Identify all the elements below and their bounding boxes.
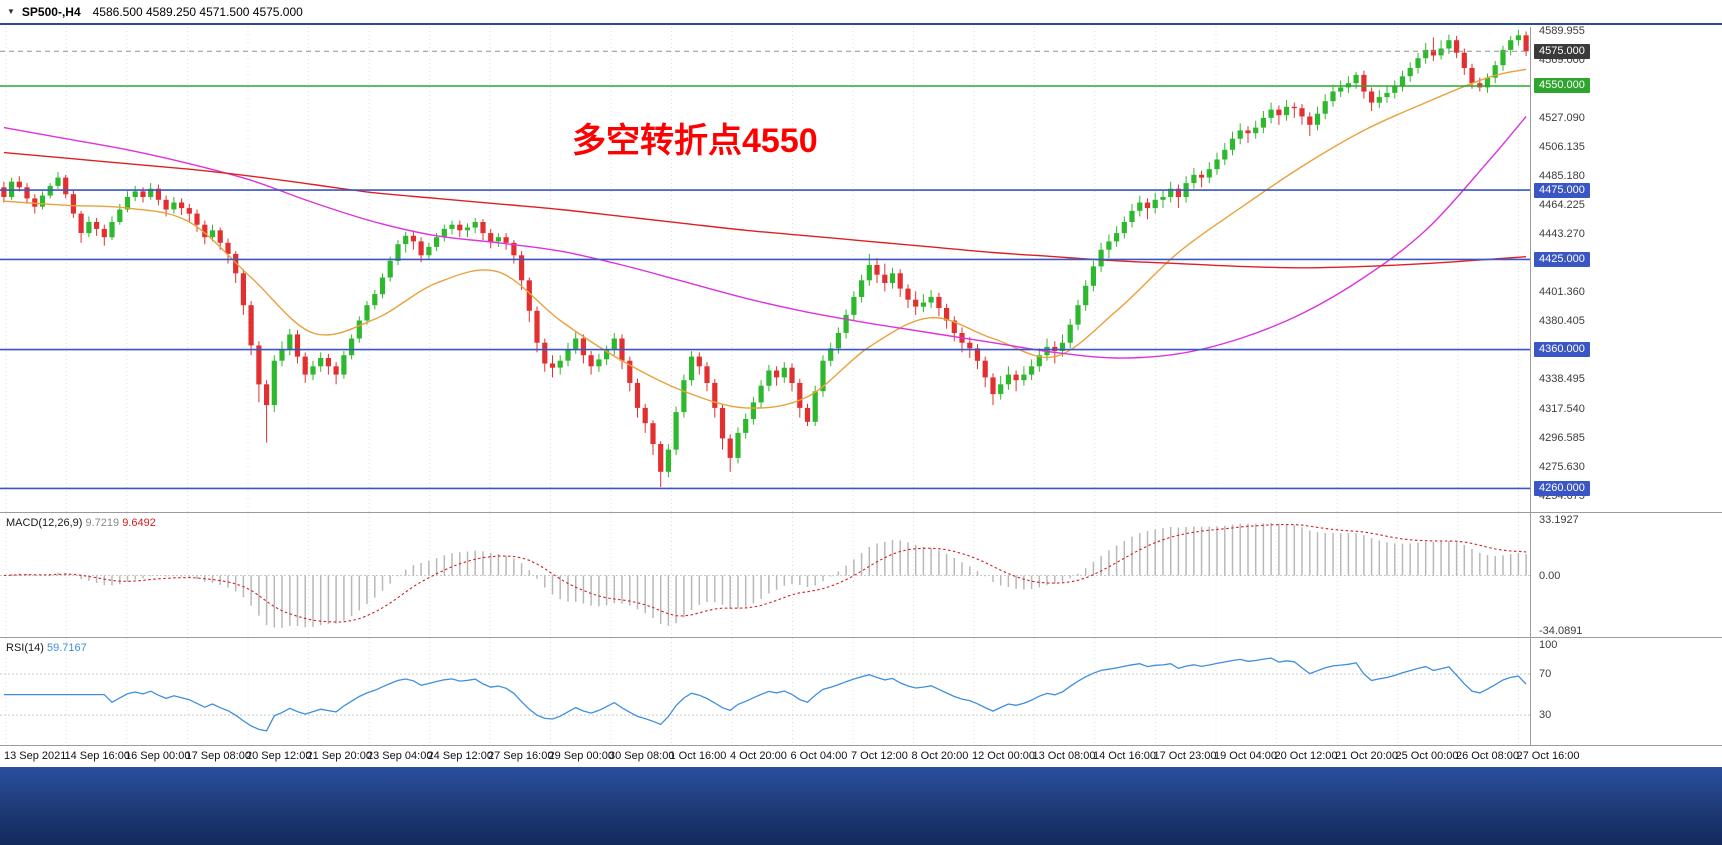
macd-signal-value: 9.6492 — [122, 517, 156, 529]
ohlc-readout: 4586.500 4589.250 4571.500 4575.000 — [92, 4, 303, 19]
time-axis-label: 13 Oct 08:00 — [1032, 750, 1096, 762]
time-axis-label: 27 Sep 16:00 — [488, 750, 554, 762]
price-axis-tick: 4443.270 — [1539, 228, 1585, 241]
price-axis-tick: 4527.090 — [1539, 111, 1585, 124]
rsi-axis-tick: 70 — [1539, 668, 1552, 680]
rsi-value: 59.7167 — [46, 642, 87, 654]
time-axis-label: 25 Oct 00:00 — [1395, 750, 1459, 762]
price-axis[interactable]: 4589.9554569.0004548.0454527.0904506.135… — [1530, 24, 1722, 512]
time-axis-label: 24 Sep 12:00 — [427, 750, 493, 762]
time-axis-label: 26 Oct 08:00 — [1456, 750, 1519, 762]
time-axis-label: 7 Oct 12:00 — [851, 750, 908, 762]
price-axis-tick: 4485.180 — [1539, 169, 1585, 182]
time-axis-label: 8 Oct 20:00 — [911, 750, 969, 762]
time-axis-label: 17 Oct 23:00 — [1153, 750, 1217, 762]
price-axis-tick: 4296.585 — [1539, 431, 1585, 444]
price-axis-tick: 4589.955 — [1539, 24, 1585, 37]
rsi-axis[interactable]: 100 70 30 — [1530, 638, 1722, 745]
main-chart-panel: 多空转折点4550 4589.9554569.0004548.0454527.0… — [0, 24, 1722, 512]
time-axis-label: 6 Oct 04:00 — [790, 750, 848, 762]
macd-indicator-name: MACD(12,26,9) — [6, 517, 83, 529]
macd-panel: MACD(12,26,9) 9.7219 9.6492 33.1927 0.00 -… — [0, 512, 1722, 638]
time-axis-label: 20 Sep 12:00 — [246, 750, 312, 762]
time-axis-label: 4 Oct 20:00 — [730, 750, 787, 762]
symbol-name: SP500-,H4 — [21, 4, 81, 19]
quote-bar: ▼ SP500-,H4 4586.500 4589.250 4571.500 4… — [0, 0, 1722, 25]
symbol-dropdown-icon[interactable]: ▼ — [7, 7, 15, 16]
time-axis-label: 21 Sep 20:00 — [306, 750, 372, 762]
price-axis-tick: 4506.135 — [1539, 140, 1585, 153]
macd-axis[interactable]: 33.1927 0.00 -34.0891 — [1530, 513, 1722, 637]
time-axis-label: 29 Sep 00:00 — [548, 750, 614, 762]
macd-axis-tick: -34.0891 — [1539, 625, 1583, 637]
rsi-axis-tick: 100 — [1539, 639, 1558, 651]
rsi-panel: RSI(14) 59.7167 100 70 30 — [0, 637, 1722, 746]
macd-axis-tick: 0.00 — [1539, 569, 1561, 582]
time-axis-label: 27 Oct 16:00 — [1516, 750, 1580, 762]
rsi-indicator-name: RSI(14) — [6, 642, 44, 654]
price-line-tag: 4550.000 — [1534, 78, 1590, 94]
price-line-tag: 4575.000 — [1534, 43, 1590, 59]
price-line-tag: 4260.000 — [1534, 480, 1590, 496]
rsi-axis-tick: 30 — [1539, 709, 1552, 722]
macd-main-value: 9.7219 — [85, 517, 120, 529]
candlestick-plot[interactable] — [0, 27, 1530, 512]
chart-annotation-text: 多空转折点4550 — [572, 122, 818, 160]
taskbar[interactable] — [0, 767, 1722, 845]
price-axis-tick: 4338.495 — [1539, 373, 1585, 386]
macd-label: MACD(12,26,9) 9.7219 9.6492 — [6, 517, 156, 529]
rsi-plot[interactable] — [0, 638, 1530, 746]
time-axis-label: 20 Oct 12:00 — [1274, 750, 1338, 762]
time-axis-label: 12 Oct 00:00 — [972, 750, 1035, 762]
time-axis[interactable]: 13 Sep 2021 14 Sep 16:00 16 Sep 00:00 17 Se… — [0, 745, 1722, 767]
time-axis-label: 1 Oct 16:00 — [669, 750, 727, 762]
price-axis-tick: 4380.405 — [1539, 315, 1585, 328]
time-axis-label: 13 Sep 2021 — [4, 750, 67, 762]
rsi-label: RSI(14) 59.7167 — [6, 642, 87, 654]
time-axis-label: 21 Oct 20:00 — [1335, 750, 1398, 762]
price-line-tag: 4475.000 — [1534, 182, 1590, 198]
price-axis-tick: 4464.225 — [1539, 199, 1585, 211]
price-axis-tick: 4275.630 — [1539, 460, 1585, 473]
time-axis-label: 19 Oct 04:00 — [1214, 750, 1277, 762]
macd-plot[interactable] — [0, 513, 1530, 638]
time-axis-label: 14 Oct 16:00 — [1093, 750, 1156, 762]
time-axis-label: 30 Sep 08:00 — [609, 750, 675, 762]
time-axis-label: 14 Sep 16:00 — [64, 750, 130, 762]
time-axis-label: 23 Sep 04:00 — [367, 750, 433, 762]
macd-axis-tick: 33.1927 — [1539, 514, 1579, 526]
price-axis-tick: 4401.360 — [1539, 286, 1585, 299]
price-axis-tick: 4317.540 — [1539, 402, 1585, 415]
time-axis-label: 16 Sep 00:00 — [125, 750, 191, 762]
time-axis-label: 17 Sep 08:00 — [185, 750, 251, 762]
price-line-tag: 4360.000 — [1534, 342, 1590, 358]
price-line-tag: 4425.000 — [1534, 251, 1590, 267]
